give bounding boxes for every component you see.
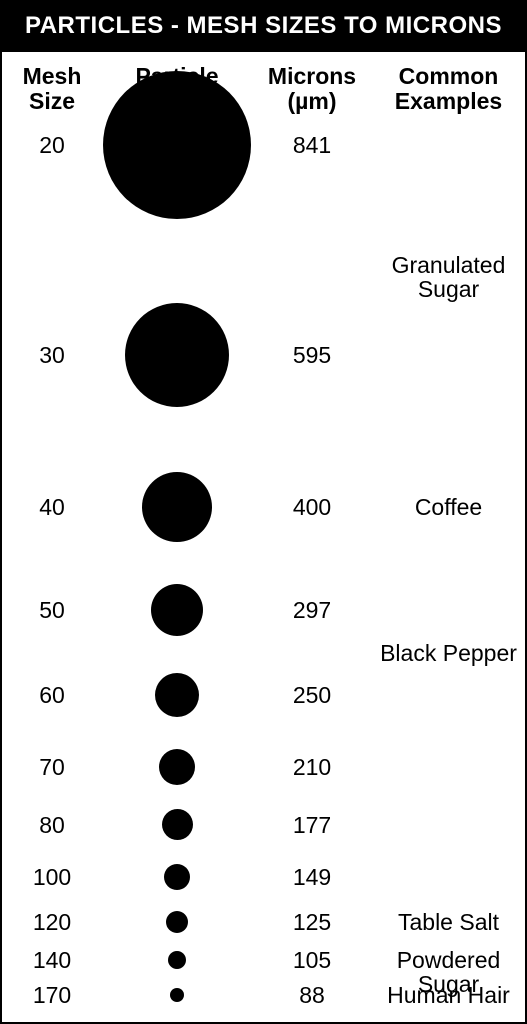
header-microns: Microns(µm)	[252, 52, 372, 125]
example-label: GranulatedSugar	[372, 253, 525, 301]
mesh-size-label: 50	[2, 598, 102, 622]
example-label: Coffee	[372, 495, 525, 519]
column-headers: MeshSize ParticleSize* Microns(µm) Commo…	[2, 52, 525, 125]
particle-dot	[166, 911, 188, 933]
example-label: Human Hair	[372, 983, 525, 1007]
micron-label: 210	[252, 755, 372, 779]
mesh-size-label: 80	[2, 813, 102, 837]
mesh-size-label: 20	[2, 133, 102, 157]
example-label: Black Pepper	[372, 641, 525, 665]
micron-label: 297	[252, 598, 372, 622]
header-mesh: MeshSize	[2, 52, 102, 125]
particle-dot	[151, 584, 203, 636]
mesh-size-label: 40	[2, 495, 102, 519]
header-examples: CommonExamples	[372, 52, 525, 125]
micron-label: 400	[252, 495, 372, 519]
chart-body: 20 841 30 595 40 400 50 297 60 250 70 210 80 177 100 14…	[2, 125, 525, 1005]
micron-label: 105	[252, 948, 372, 972]
particle-dot	[170, 988, 184, 1002]
chart-title: PARTICLES - MESH SIZES TO MICRONS	[2, 2, 525, 52]
micron-label: 125	[252, 910, 372, 934]
micron-label: 177	[252, 813, 372, 837]
micron-label: 88	[252, 983, 372, 1007]
particle-dot	[164, 864, 190, 890]
mesh-size-label: 120	[2, 910, 102, 934]
particle-dot	[159, 749, 195, 785]
example-label: Table Salt	[372, 910, 525, 934]
mesh-size-label: 70	[2, 755, 102, 779]
micron-label: 250	[252, 683, 372, 707]
particle-dot	[125, 303, 229, 407]
mesh-size-label: 140	[2, 948, 102, 972]
particle-dot	[155, 673, 199, 717]
mesh-size-label: 100	[2, 865, 102, 889]
micron-label: 841	[252, 133, 372, 157]
mesh-size-label: 170	[2, 983, 102, 1007]
particle-dot	[103, 71, 251, 219]
micron-label: 595	[252, 343, 372, 367]
particle-dot	[168, 951, 186, 969]
micron-label: 149	[252, 865, 372, 889]
chart-frame: PARTICLES - MESH SIZES TO MICRONS MeshSi…	[0, 0, 527, 1024]
mesh-size-label: 30	[2, 343, 102, 367]
particle-dot	[142, 472, 212, 542]
particle-dot	[162, 809, 193, 840]
mesh-size-label: 60	[2, 683, 102, 707]
